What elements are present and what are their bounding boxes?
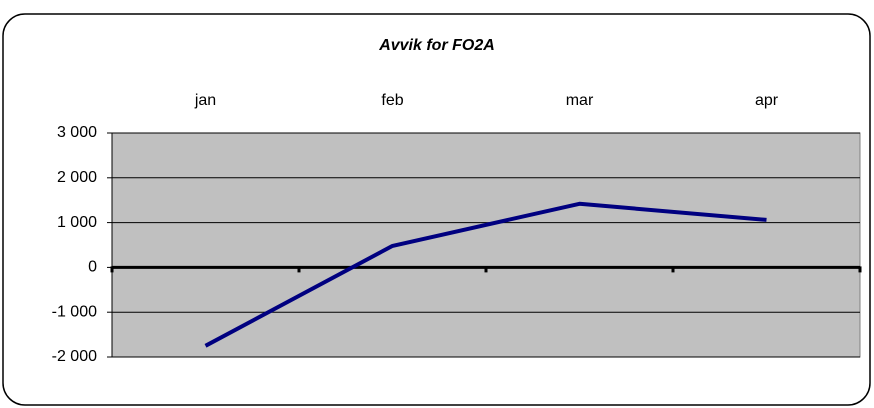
y-tick-label: -2 000: [52, 348, 97, 365]
x-tick-label: mar: [566, 92, 594, 109]
y-tick-label: 0: [88, 259, 97, 276]
x-tick-label: apr: [755, 92, 779, 109]
y-tick-label: 2 000: [57, 169, 97, 186]
y-tick-label: 3 000: [57, 124, 97, 141]
x-tick-label: jan: [194, 92, 216, 109]
y-tick-label: -1 000: [52, 303, 97, 320]
data-line: [204, 201, 767, 348]
chart-title: Avvik for FO2A: [378, 37, 495, 54]
plot-area: [111, 132, 861, 358]
x-tick-label: feb: [381, 92, 403, 109]
y-tick-label: 1 000: [57, 214, 97, 231]
